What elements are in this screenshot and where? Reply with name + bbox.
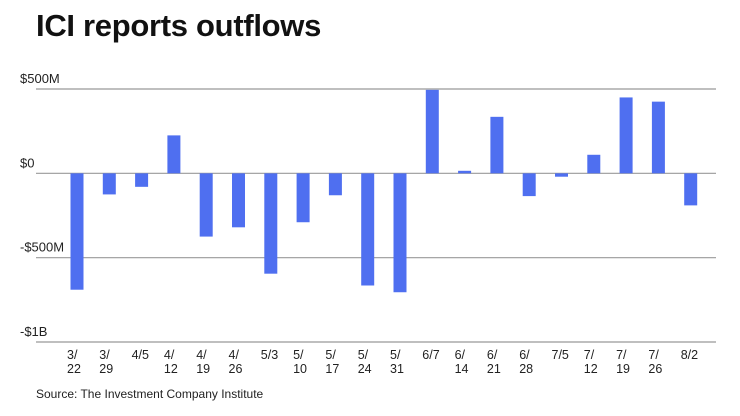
bar <box>102 173 116 195</box>
x-tick-label: 5/31 <box>390 348 404 376</box>
x-tick-label: 6/21 <box>487 348 501 376</box>
x-tick-label-line: 5/ <box>390 348 401 362</box>
x-tick-label: 4/19 <box>196 348 210 376</box>
x-tick-label-line: 6/7 <box>422 348 439 362</box>
y-tick-label: $0 <box>20 155 34 170</box>
bar <box>619 97 633 174</box>
x-tick-label-line: 4/ <box>196 348 207 362</box>
x-tick-label-line: 4/ <box>164 348 175 362</box>
bar <box>522 173 536 197</box>
bar <box>232 173 245 228</box>
bar <box>651 101 665 174</box>
x-tick-label-line: 19 <box>616 362 630 376</box>
x-tick-label: 7/26 <box>648 348 662 376</box>
x-tick-label-line: 29 <box>99 362 113 376</box>
x-tick-label-line: 5/ <box>293 348 304 362</box>
x-tick-label-line: 19 <box>196 362 210 376</box>
y-tick-label: $500M <box>20 71 60 86</box>
bar <box>587 154 601 174</box>
bar <box>555 173 568 177</box>
bar <box>264 173 278 274</box>
x-tick-label: 4/12 <box>164 348 178 376</box>
bar <box>361 173 375 286</box>
x-tick-label: 6/7 <box>422 348 439 362</box>
x-tick-label-line: 24 <box>358 362 372 376</box>
bar <box>296 173 310 223</box>
x-tick-label: 6/14 <box>455 348 469 376</box>
x-axis-ticks: 3/223/294/5 4/124/194/265/3 5/105/175/245/… <box>67 348 698 376</box>
x-tick-label: 5/3 <box>261 348 278 362</box>
bar <box>135 173 149 187</box>
x-tick-label-line: 3/ <box>99 348 110 362</box>
x-tick-label-line: 12 <box>584 362 598 376</box>
bar <box>328 173 342 196</box>
x-tick-label-line: 7/ <box>616 348 627 362</box>
x-tick-label: 5/17 <box>325 348 339 376</box>
x-tick-label: 7/19 <box>616 348 630 376</box>
bar <box>70 173 84 290</box>
x-tick-label-line: 8/2 <box>681 348 698 362</box>
x-tick-label-line: 7/5 <box>552 348 569 362</box>
x-tick-label: 6/28 <box>519 348 533 376</box>
chart-title: ICI reports outflows <box>36 8 322 43</box>
x-tick-label-line: 4/5 <box>132 348 149 362</box>
x-tick-label-line: 26 <box>648 362 662 376</box>
x-tick-label-line: 6/ <box>487 348 498 362</box>
x-tick-label-line: 26 <box>229 362 243 376</box>
x-tick-label-line: 22 <box>67 362 81 376</box>
x-tick-label-line: 6/ <box>455 348 466 362</box>
gridlines <box>36 88 716 343</box>
x-tick-label-line: 5/ <box>358 348 369 362</box>
x-tick-label: 4/26 <box>229 348 243 376</box>
y-tick-label: -$1B <box>20 324 47 339</box>
x-tick-label-line: 31 <box>390 362 404 376</box>
bar <box>425 89 439 174</box>
bar <box>393 173 407 293</box>
x-tick-label-line: 5/ <box>325 348 336 362</box>
y-tick-label: -$500M <box>20 240 64 255</box>
bar <box>199 173 213 237</box>
x-tick-label-line: 7/ <box>584 348 595 362</box>
x-tick-label: 8/2 <box>681 348 698 362</box>
x-tick-label-line: 3/ <box>67 348 78 362</box>
x-tick-label-line: 4/ <box>229 348 240 362</box>
x-tick-label-line: 28 <box>519 362 533 376</box>
x-tick-label: 5/24 <box>358 348 372 376</box>
x-tick-label-line: 12 <box>164 362 178 376</box>
x-tick-label: 3/22 <box>67 348 81 376</box>
x-tick-label-line: 21 <box>487 362 501 376</box>
bar <box>167 135 181 174</box>
x-tick-label: 3/29 <box>99 348 113 376</box>
x-tick-label-line: 17 <box>325 362 339 376</box>
bar <box>684 173 698 206</box>
source-note: Source: The Investment Company Institute <box>36 387 264 401</box>
bar <box>458 170 472 174</box>
x-tick-label: 7/12 <box>584 348 598 376</box>
x-tick-label-line: 7/ <box>648 348 659 362</box>
x-tick-label: 7/5 <box>552 348 569 362</box>
x-tick-label: 4/5 <box>132 348 149 362</box>
bar <box>490 116 504 174</box>
x-tick-label-line: 10 <box>293 362 307 376</box>
x-tick-label-line: 14 <box>455 362 469 376</box>
x-tick-label-line: 6/ <box>519 348 530 362</box>
x-tick-label: 5/10 <box>293 348 307 376</box>
x-tick-label-line: 5/3 <box>261 348 278 362</box>
bars <box>70 89 698 293</box>
y-axis-ticks: $500M $0 -$500M -$1B <box>20 71 64 339</box>
